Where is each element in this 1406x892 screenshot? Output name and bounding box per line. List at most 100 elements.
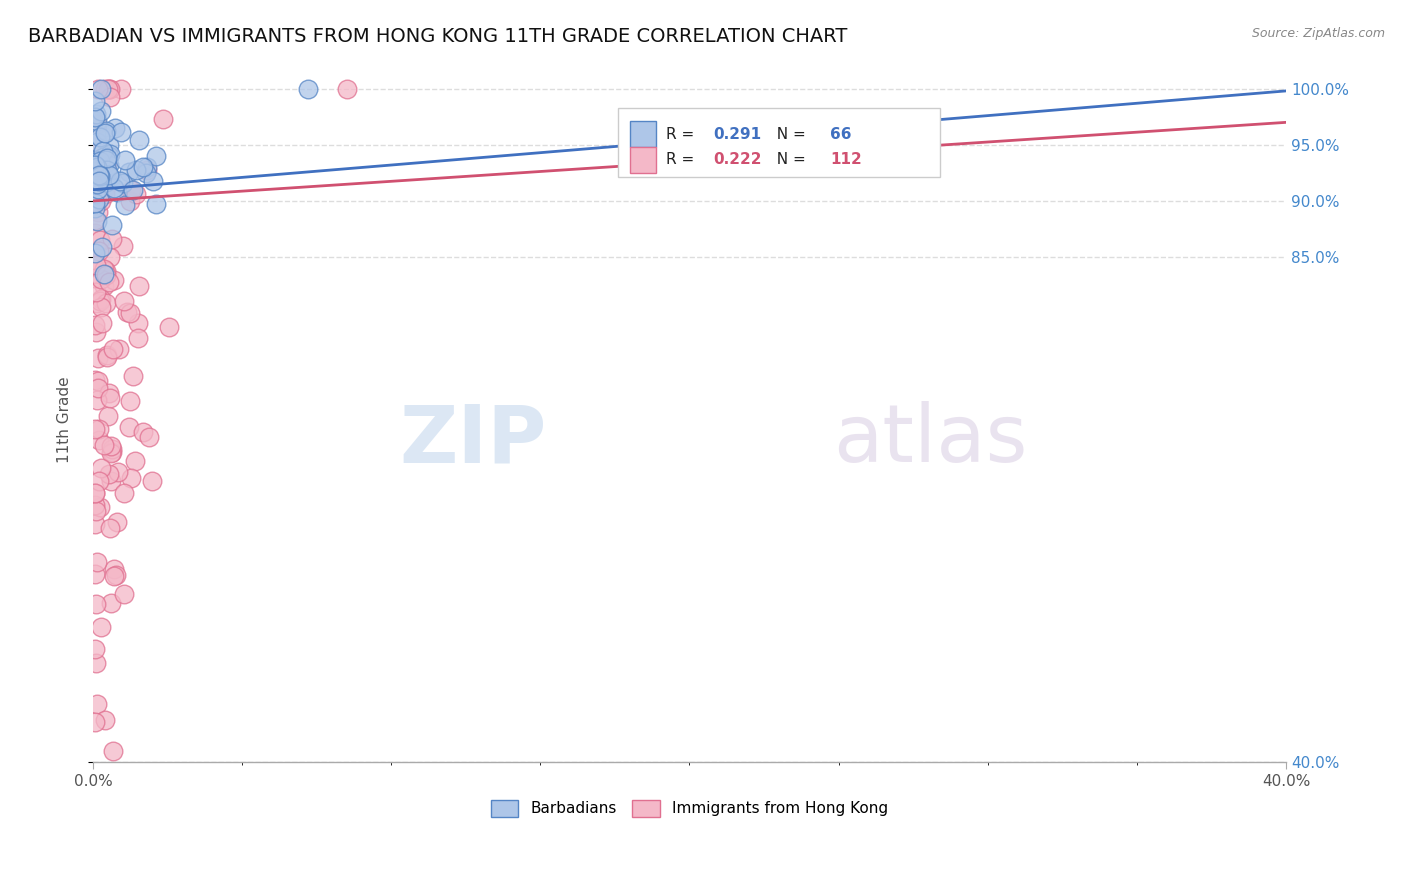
Point [96,151,118,165]
Point [94,187,117,202]
Point [112,486,135,500]
Point [83,144,105,158]
Point [125,186,148,201]
Point [101,232,124,246]
Point [135,166,157,180]
Point [83,642,105,657]
Point [142,174,165,188]
Point [114,294,136,309]
Point [132,161,155,175]
Point [90,292,112,306]
Point [105,185,128,199]
Point [120,194,142,209]
Point [89,475,111,489]
Point [86,136,108,150]
Point [87,186,110,200]
Point [83,485,105,500]
Y-axis label: 11th Grade: 11th Grade [58,376,72,463]
Point [87,182,110,196]
Point [93,438,115,452]
Point [96,351,118,365]
Point [128,133,150,147]
Point [96,348,118,362]
Bar [617,108,941,177]
Point [108,342,131,356]
Point [125,162,148,177]
Bar [630,146,657,173]
Point [84,597,107,611]
Point [103,273,125,287]
Point [83,318,105,333]
Point [84,285,107,299]
Point [98,168,121,182]
Point [101,343,124,357]
Point [86,351,108,365]
Point [96,264,118,278]
Point [122,183,145,197]
Point [100,445,122,459]
Point [96,268,118,282]
Point [86,114,108,128]
Point [103,744,125,758]
Text: N =: N = [768,153,811,167]
Legend: Barbadians, Immigrants from Hong Kong: Barbadians, Immigrants from Hong Kong [485,793,894,823]
Point [105,515,128,529]
Point [84,259,107,273]
Point [94,126,117,140]
Point [93,279,115,293]
Point [89,154,111,169]
Point [93,145,115,159]
Point [98,158,121,172]
Point [83,226,105,240]
Text: 0.291: 0.291 [713,127,762,142]
Point [89,169,111,183]
Text: atlas: atlas [832,401,1026,480]
Point [94,81,117,95]
Point [87,168,110,182]
Point [86,555,108,569]
Point [87,174,110,188]
Point [86,392,108,407]
Point [124,454,146,468]
Point [86,177,108,191]
Point [89,130,111,145]
Point [89,433,111,447]
Point [114,198,136,212]
Point [152,112,174,126]
Text: 112: 112 [831,153,862,167]
Point [335,81,357,95]
Point [89,169,111,183]
Point [98,137,121,152]
Point [111,239,134,253]
Point [117,305,139,319]
Point [100,596,122,610]
Point [98,147,121,161]
Point [118,305,141,319]
Point [93,261,115,276]
Point [98,250,121,264]
Point [83,373,105,387]
Point [98,385,121,400]
Point [94,180,117,194]
Point [157,320,180,334]
Point [141,474,163,488]
Point [90,271,112,285]
Point [98,170,121,185]
Point [98,467,121,482]
Point [84,504,107,518]
Point [98,149,121,163]
Point [86,204,108,219]
Point [103,568,125,582]
Point [90,194,112,209]
Point [138,430,160,444]
Point [83,195,105,210]
Point [97,409,120,423]
Point [97,81,120,95]
Point [120,394,142,409]
Point [89,192,111,206]
Point [100,446,122,460]
Point [120,471,142,485]
Point [83,202,105,216]
Point [90,461,112,475]
Point [83,158,105,172]
